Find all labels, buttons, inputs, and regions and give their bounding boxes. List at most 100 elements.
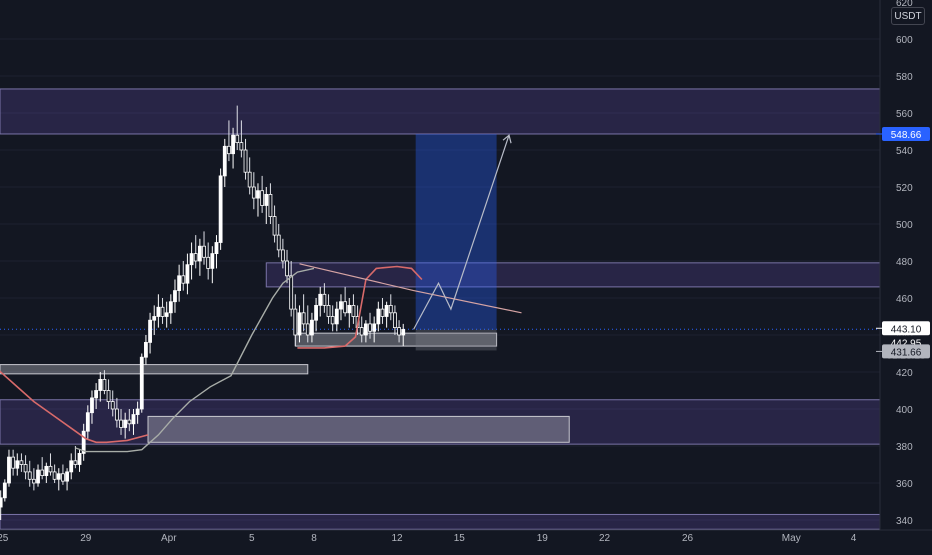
candle-body xyxy=(285,260,289,277)
candle-body xyxy=(297,312,302,336)
currency-unit-label[interactable]: USDT xyxy=(891,7,925,25)
candle-body xyxy=(280,249,285,262)
target-price-label: 548.66 xyxy=(891,130,922,141)
level-box-421 xyxy=(0,364,309,375)
candle-body xyxy=(310,319,314,336)
candle-body xyxy=(98,378,103,391)
candle-body xyxy=(148,319,152,343)
candle-body xyxy=(85,412,90,432)
candle-body xyxy=(227,145,231,155)
price-tick-label: 560 xyxy=(896,109,913,120)
price-tick-label: 380 xyxy=(896,442,913,453)
candle-body xyxy=(301,312,306,325)
candle-body xyxy=(73,460,78,465)
candle-body xyxy=(2,482,7,499)
candle-body xyxy=(384,304,389,317)
time-tick-label: 5 xyxy=(249,533,255,544)
candle-body xyxy=(393,312,397,328)
projection-path xyxy=(413,135,510,330)
candle-body xyxy=(7,456,11,484)
candle-body xyxy=(127,419,132,425)
candle-body xyxy=(272,216,277,236)
last-close-label-box xyxy=(882,321,930,336)
stop-area xyxy=(415,329,497,351)
slow-moving-average xyxy=(0,370,149,444)
stop-price-label: 431.66 xyxy=(891,347,922,358)
candle-body xyxy=(247,171,252,188)
candle-body xyxy=(173,290,177,303)
candle-body xyxy=(235,134,240,143)
candle-body xyxy=(119,419,123,428)
candle-body xyxy=(144,341,148,358)
price-axis-background xyxy=(880,0,932,550)
time-tick-label: 22 xyxy=(599,533,611,544)
candle-body xyxy=(185,264,190,284)
candle-body xyxy=(388,304,393,314)
candle-body xyxy=(65,471,69,482)
candle-body xyxy=(131,414,136,425)
candle-body xyxy=(164,312,169,317)
candle-body xyxy=(106,390,111,403)
price-tick-label: 400 xyxy=(896,405,913,416)
candle-body xyxy=(293,308,298,336)
candle-body xyxy=(177,275,182,291)
candle-body xyxy=(343,301,348,314)
candle-body xyxy=(397,327,401,336)
candle-body xyxy=(206,256,211,269)
candle-body xyxy=(218,175,223,243)
candle-body xyxy=(268,193,273,217)
candle-body xyxy=(210,253,215,269)
candle-body xyxy=(160,306,165,317)
candle-body xyxy=(276,234,281,251)
candle-body xyxy=(372,323,377,332)
time-tick-label: 25 xyxy=(0,533,9,544)
time-tick-label: May xyxy=(782,533,801,544)
candle-body xyxy=(368,323,372,332)
candle-body xyxy=(152,316,157,321)
candle-body xyxy=(135,408,140,415)
price-tick-label: 340 xyxy=(896,516,913,527)
candle-body xyxy=(15,460,20,469)
candle-body xyxy=(243,149,248,173)
price-tick-label: 520 xyxy=(896,183,913,194)
time-tick-label: 12 xyxy=(391,533,403,544)
candle-body xyxy=(314,304,318,321)
candle-body xyxy=(81,430,86,454)
time-tick-label: 15 xyxy=(454,533,466,544)
price-tick-label: 460 xyxy=(896,294,913,305)
price-tick-label: 620 xyxy=(896,0,913,9)
candle-body xyxy=(114,408,119,421)
candle-body xyxy=(330,316,335,325)
candle-body xyxy=(69,460,74,473)
candle-body xyxy=(260,190,265,206)
last-close-label: 443.10 xyxy=(891,324,922,335)
candle-body xyxy=(56,473,61,480)
candle-body xyxy=(326,304,331,317)
price-tick-label: 600 xyxy=(896,35,913,46)
candle-body xyxy=(380,308,385,317)
candle-body xyxy=(90,397,94,414)
target-area xyxy=(415,133,497,330)
candle-body xyxy=(168,301,173,314)
candle-body xyxy=(48,465,53,473)
candle-body xyxy=(139,356,144,410)
target-price-label-box xyxy=(882,126,930,141)
mid-resistance-zone xyxy=(265,262,881,288)
price-tick-label: 360 xyxy=(896,479,913,490)
demand-zone xyxy=(0,399,881,445)
candle-body xyxy=(52,471,57,480)
candle-body xyxy=(19,460,24,465)
candle-body xyxy=(351,304,356,317)
candle-body xyxy=(222,145,227,177)
candle-body xyxy=(202,245,206,258)
candle-body xyxy=(359,327,364,336)
candle-body xyxy=(31,478,36,484)
candle-body xyxy=(239,142,244,151)
candle-body xyxy=(363,323,368,336)
candle-body xyxy=(36,469,40,484)
price-tick-label: 540 xyxy=(896,146,913,157)
candle-body xyxy=(347,304,352,314)
candle-body xyxy=(289,275,294,310)
